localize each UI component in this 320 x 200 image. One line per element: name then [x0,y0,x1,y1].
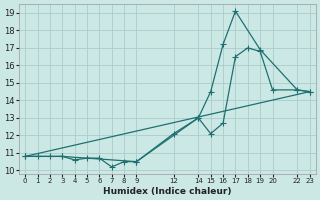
X-axis label: Humidex (Indice chaleur): Humidex (Indice chaleur) [103,187,232,196]
